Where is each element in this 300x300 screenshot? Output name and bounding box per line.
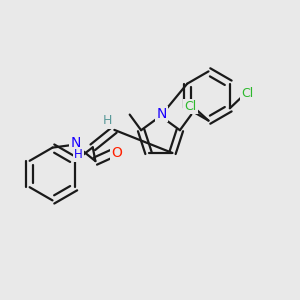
Text: H: H [103, 114, 112, 128]
Text: N: N [156, 107, 167, 121]
Text: Cl: Cl [241, 87, 253, 101]
Text: Cl: Cl [184, 100, 196, 113]
Text: H: H [74, 148, 83, 161]
Text: O: O [111, 146, 122, 160]
Text: N: N [70, 136, 81, 150]
